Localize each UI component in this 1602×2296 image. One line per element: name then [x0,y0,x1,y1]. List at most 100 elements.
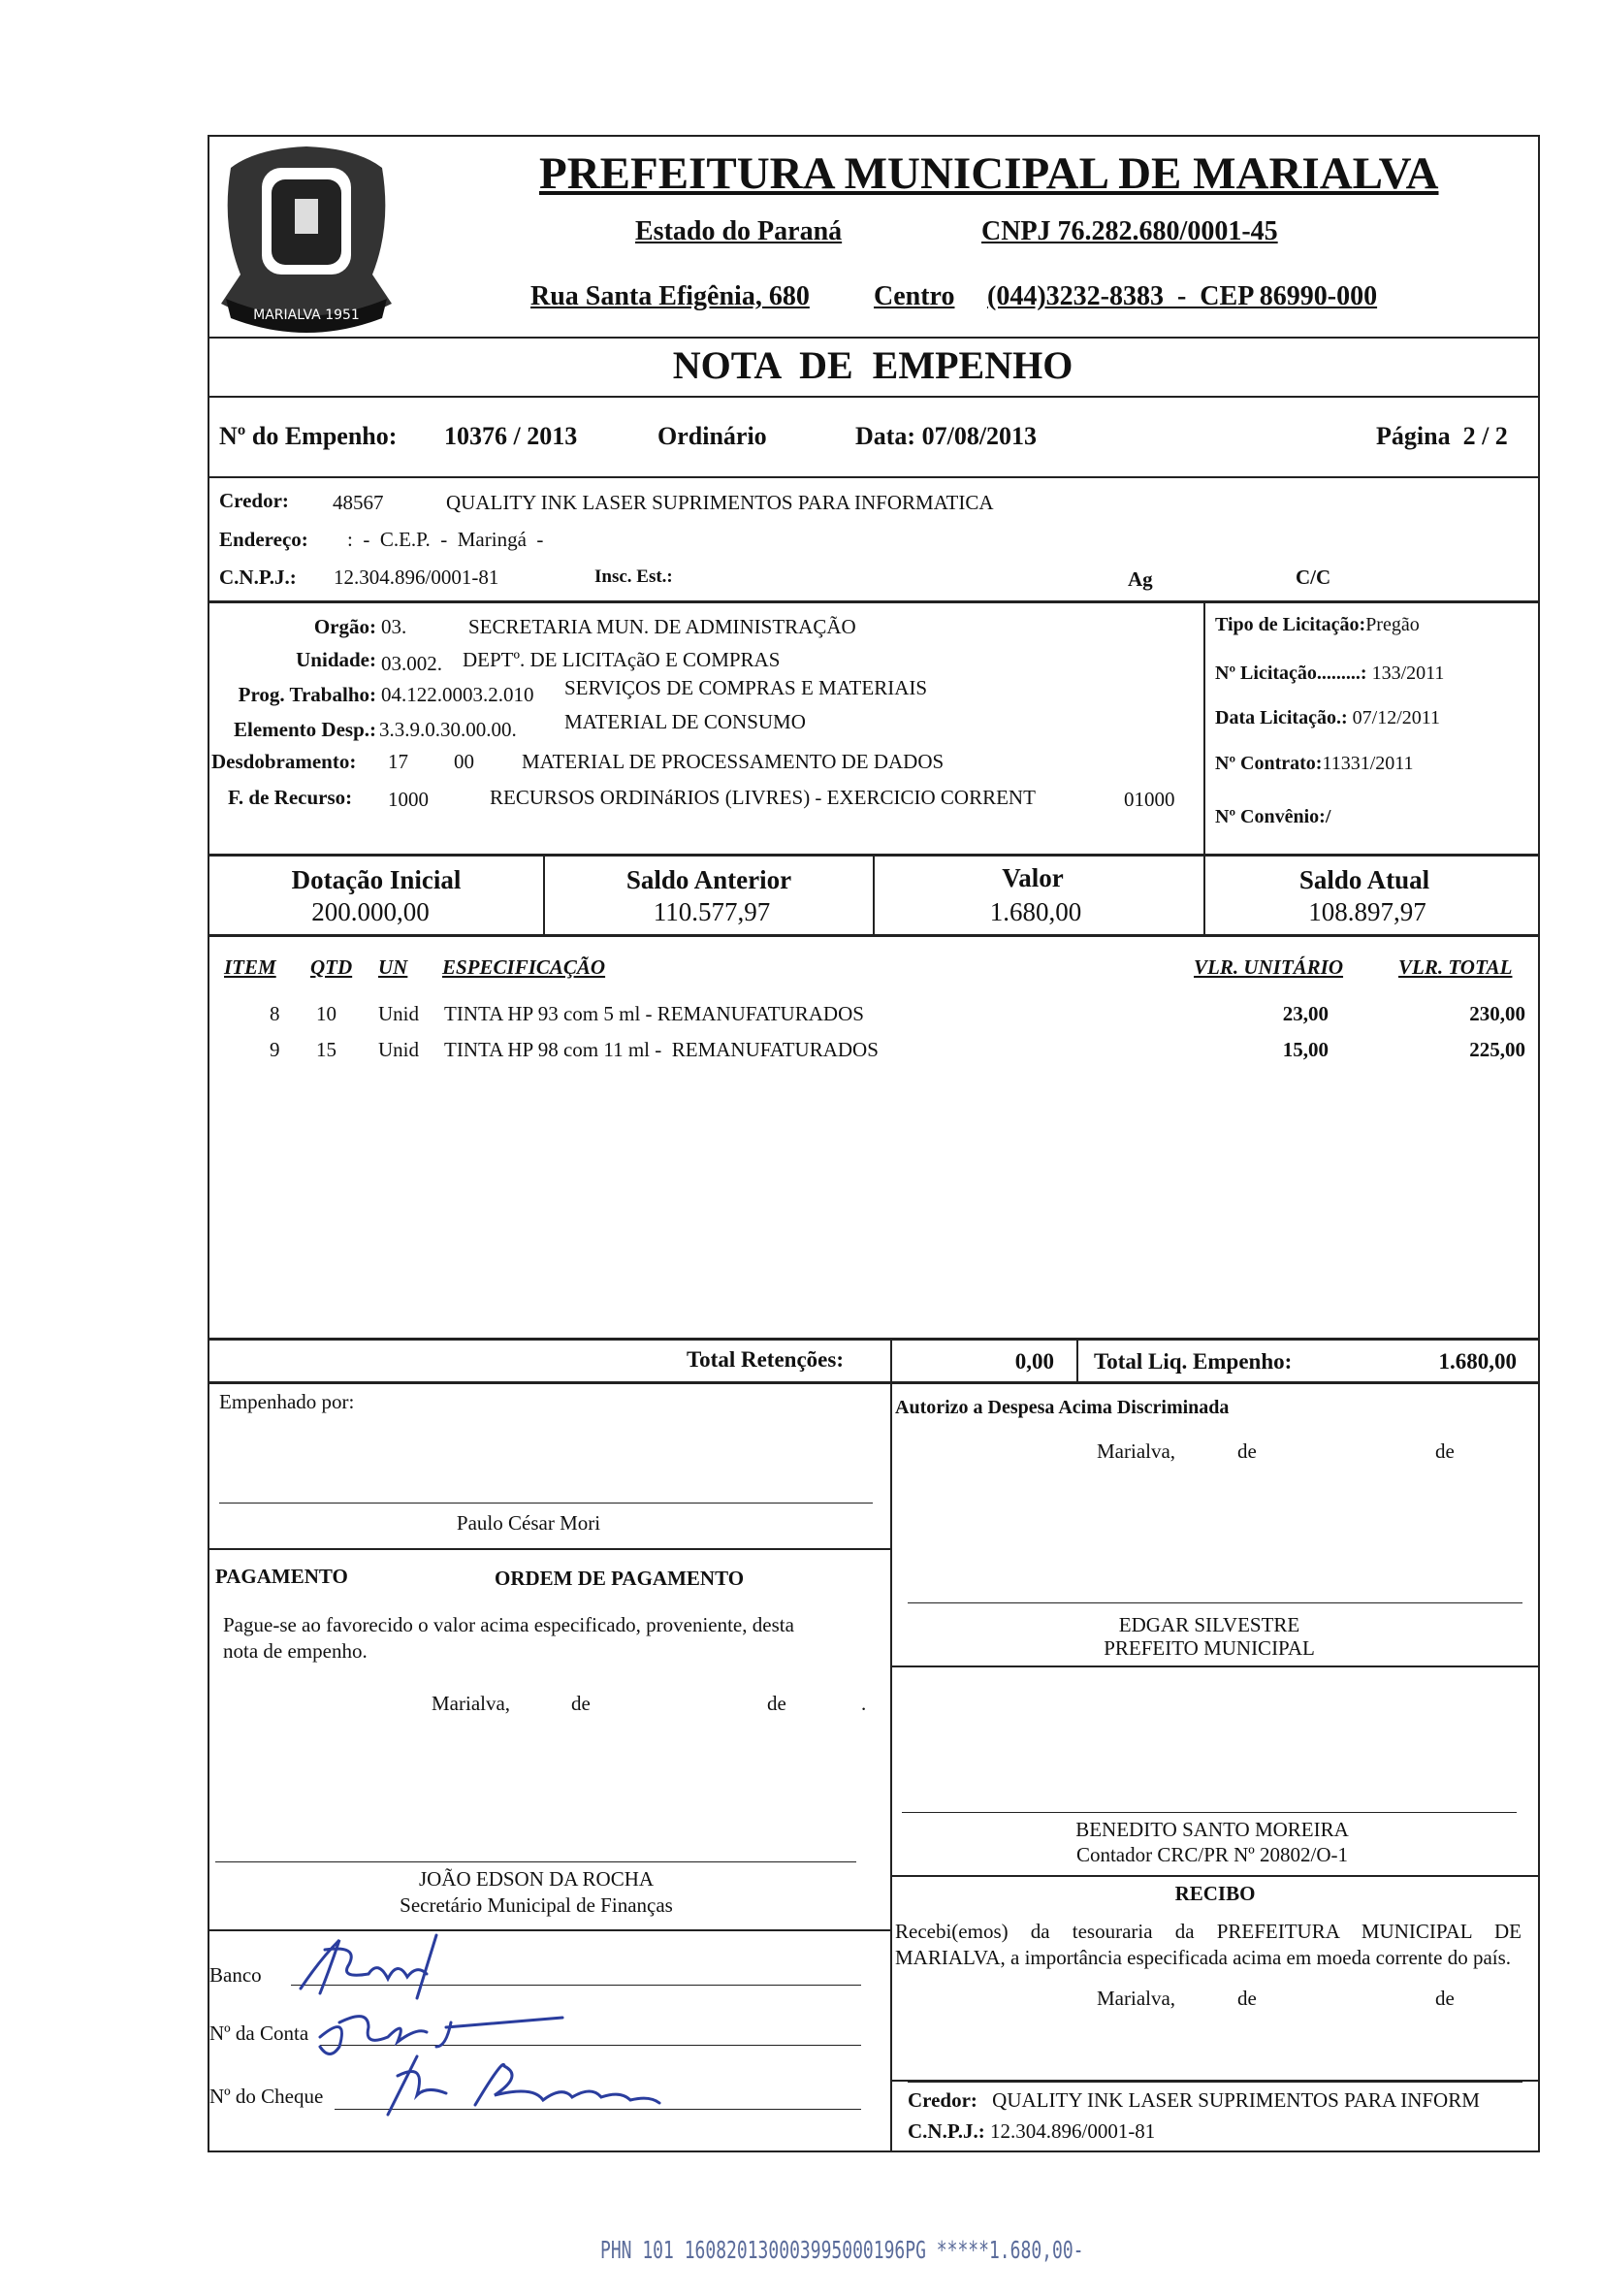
divider [208,1338,1538,1341]
signature-line [902,1812,1517,1813]
prog-code: 04.122.0003.2.010 [381,683,534,706]
divider [543,854,545,936]
address-label: Endereço: [219,528,308,551]
divider [1203,600,1205,856]
header-street: Rua Santa Efigênia, 680 [530,281,810,311]
contrato: Nº Contrato:11331/2011 [1215,754,1414,773]
recibo-cnpj-label: C.N.P.J.: [908,2119,985,2143]
unidade-code: 03.002. [381,652,442,675]
document-title: NOTA DE EMPENHO [672,343,1073,387]
orgao-code: 03. [381,615,407,638]
contrato-label: Nº Contrato: [1215,753,1323,774]
orgao-desc: SECRETARIA MUN. DE ADMINISTRAÇÃO [468,615,856,638]
banco-line [291,1985,861,1986]
pague-text-2: nota de empenho. [223,1639,368,1663]
empenho-type: Ordinário [657,422,767,450]
divider [208,337,1538,339]
col-vlr-total: VLR. TOTAL [1398,955,1513,979]
item-qtd: 15 [316,1038,336,1061]
header-cnpj: CNPJ 76.282.680/0001-45 [981,216,1278,246]
saldo-anterior-label: Saldo Anterior [625,865,792,894]
mayor-role: PREFEITO MUNICIPAL [1104,1636,1315,1660]
elemento-label: Elemento Desp.: [234,718,376,741]
conta-line [320,2045,861,2046]
item-number: 9 [270,1038,280,1061]
item-un: Unid [378,1002,419,1025]
accountant-role: Contador CRC/PR Nº 20802/O-1 [1075,1843,1349,1866]
recurso-label: F. de Recurso: [228,786,353,809]
state-name: Estado do Paraná [635,216,843,246]
pague-text-1: Pague-se ao favorecido o valor acima esp… [223,1613,794,1636]
empenho-number: 10376 / 2013 [444,422,578,450]
contrato-value: 11331/2011 [1322,753,1414,774]
convenio-label: Nº Convênio:/ [1215,806,1331,827]
divider [208,1929,890,1931]
municipal-crest-logo: MARIALVA 1951 [221,146,392,333]
recurso-code2: 01000 [1124,788,1175,811]
empenhado-por-label: Empenhado por: [219,1390,355,1413]
cc-label: C/C [1296,566,1331,589]
divider [890,1338,892,2150]
dotacao-value: 200.000,00 [311,897,430,926]
desdobramento-desc: MATERIAL DE PROCESSAMENTO DE DADOS [522,750,945,773]
recurso-desc: RECURSOS ORDINáRIOS (LIVRES) - EXERCICIO… [490,786,1036,809]
divider [890,2080,1538,2082]
recibo-credor-name: QUALITY INK LASER SUPRIMENTOS PARA INFOR… [992,2088,1480,2112]
tipo-licitacao-label: Tipo de Licitação: [1215,614,1366,635]
divider [208,1381,1538,1384]
divider [208,476,1538,478]
data-licitacao-value: 07/12/2011 [1347,707,1441,728]
divider [873,854,875,936]
signature-line [908,1602,1522,1603]
recurso-code: 1000 [388,788,429,811]
item-number: 8 [270,1002,280,1025]
mayor-name: EDGAR SILVESTRE [1118,1613,1300,1636]
tipo-licitacao: Tipo de Licitação:Pregão [1215,615,1420,634]
recibo-credor-label: Credor: [908,2088,977,2112]
col-especificacao: ESPECIFICAÇÃO [442,955,606,979]
divider [890,1875,1538,1877]
dot: . [861,1692,867,1715]
prog-desc: SERVIÇOS DE COMPRAS E MATERIAIS [564,676,928,699]
saldo-atual-label: Saldo Atual [1298,865,1430,894]
empenhado-name: Paulo César Mori [456,1511,601,1535]
prog-label: Prog. Trabalho: [238,683,376,706]
item-total: 225,00 [1469,1038,1525,1061]
dotacao-label: Dotação Inicial [291,865,462,894]
page-title: PREFEITURA MUNICIPAL DE MARIALVA [539,148,1439,199]
header-district: Centro [874,281,955,311]
divider [908,2082,1522,2083]
col-qtd: QTD [310,955,353,979]
handwritten-signatures [299,1933,661,2117]
secretary-name: JOÃO EDSON DA ROCHA [418,1867,655,1891]
page-number: Página 2 / 2 [1376,422,1508,450]
item-spec: TINTA HP 98 com 11 ml - REMANUFATURADOS [444,1038,879,1061]
address-value: : - C.E.P. - Maringá - [347,528,544,551]
desdobramento-code: 17 [388,750,408,773]
valor-value: 1.680,00 [989,897,1082,926]
de-label: de [1237,1439,1257,1463]
item-total: 230,00 [1469,1002,1525,1025]
cheque-line [335,2109,861,2110]
divider [208,396,1538,398]
item-spec: TINTA HP 93 com 5 ml - REMANUFATURADOS [444,1002,864,1025]
divider [1076,1338,1078,1383]
empenho-label: Nº do Empenho: [219,422,398,450]
numero-licitacao: Nº Licitação.........: 133/2011 [1215,663,1444,683]
cnpj-label: C.N.P.J.: [219,566,297,589]
credor-name: QUALITY INK LASER SUPRIMENTOS PARA INFOR… [446,491,994,514]
credor-code: 48567 [333,491,384,514]
pagamento-label: PAGAMENTO [215,1565,348,1588]
autorizo-label: Autorizo a Despesa Acima Discriminada [895,1397,1230,1418]
col-item: ITEM [224,955,276,979]
orgao-label: Orgão: [313,615,376,638]
signature-line [219,1503,873,1504]
unidade-label: Unidade: [296,648,376,671]
saldo-atual-value: 108.897,97 [1308,897,1426,926]
elemento-desc: MATERIAL DE CONSUMO [564,710,806,733]
secretary-role: Secretário Municipal de Finanças [400,1893,673,1917]
item-un: Unid [378,1038,419,1061]
de-label: de [767,1692,786,1715]
divider [890,1665,1538,1667]
header-phone-cep: (044)3232-8383 - CEP 86990-000 [987,281,1378,311]
